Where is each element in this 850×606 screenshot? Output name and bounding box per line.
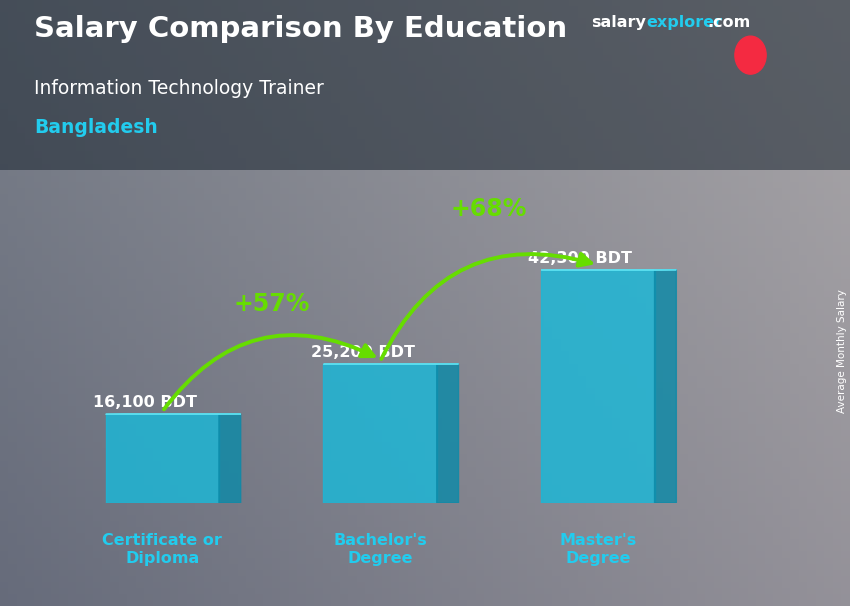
- Circle shape: [735, 36, 766, 74]
- Bar: [105, 415, 219, 503]
- Bar: [541, 270, 654, 503]
- Polygon shape: [654, 270, 677, 503]
- Bar: [324, 364, 437, 503]
- Text: 16,100 BDT: 16,100 BDT: [93, 395, 197, 410]
- Text: salary: salary: [591, 15, 646, 30]
- Polygon shape: [437, 364, 458, 503]
- Text: 42,300 BDT: 42,300 BDT: [529, 250, 632, 265]
- Text: 25,200 BDT: 25,200 BDT: [311, 345, 415, 360]
- Text: Information Technology Trainer: Information Technology Trainer: [34, 79, 324, 98]
- Text: +68%: +68%: [450, 198, 527, 221]
- Text: Certificate or
Diploma: Certificate or Diploma: [102, 533, 222, 565]
- Text: Salary Comparison By Education: Salary Comparison By Education: [34, 15, 567, 43]
- Text: explorer: explorer: [646, 15, 722, 30]
- FancyBboxPatch shape: [0, 0, 850, 170]
- Text: Bachelor's
Degree: Bachelor's Degree: [333, 533, 427, 565]
- Text: Master's
Degree: Master's Degree: [559, 533, 637, 565]
- Text: Bangladesh: Bangladesh: [34, 118, 158, 137]
- Polygon shape: [219, 414, 241, 503]
- Text: .com: .com: [707, 15, 751, 30]
- Text: +57%: +57%: [233, 291, 309, 316]
- Text: Average Monthly Salary: Average Monthly Salary: [837, 290, 847, 413]
